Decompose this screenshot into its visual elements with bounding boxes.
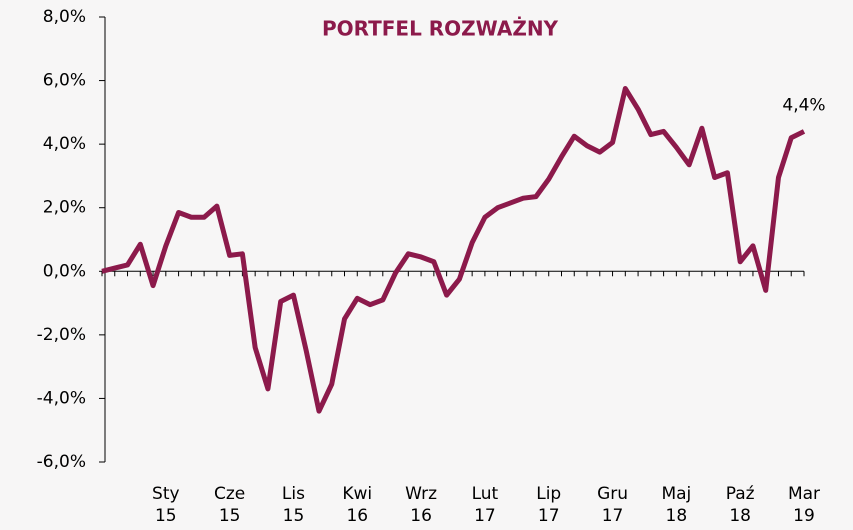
x-tick-label: Mar 19 [788,484,820,526]
data-label: 4,4% [782,95,825,115]
y-tick-label: 6,0% [43,71,86,91]
x-tick-label: Lut 17 [472,484,499,526]
chart-title: PORTFEL ROZWAŻNY [322,17,559,41]
y-tick-label: 8,0% [43,7,86,27]
y-tick-label: 4,0% [43,134,86,154]
x-tick-label: Paź 18 [726,484,755,526]
x-tick-label: Wrz 16 [405,484,437,526]
y-tick-label: -4,0% [37,388,86,408]
x-tick-label: Sty 15 [152,484,180,526]
y-tick-label: -6,0% [37,452,86,472]
y-tick-label: -2,0% [37,325,86,345]
y-tick-label: 2,0% [43,198,86,218]
x-tick-label: Kwi 16 [342,484,372,526]
x-tick-label: Gru 17 [597,484,628,526]
x-tick-label: Maj 18 [661,484,691,526]
x-tick-label: Cze 15 [214,484,245,526]
x-tick-label: Lis 15 [282,484,305,526]
y-tick-label: 0,0% [43,261,86,281]
x-tick-label: Lip 17 [536,484,561,526]
series-line [101,86,806,414]
